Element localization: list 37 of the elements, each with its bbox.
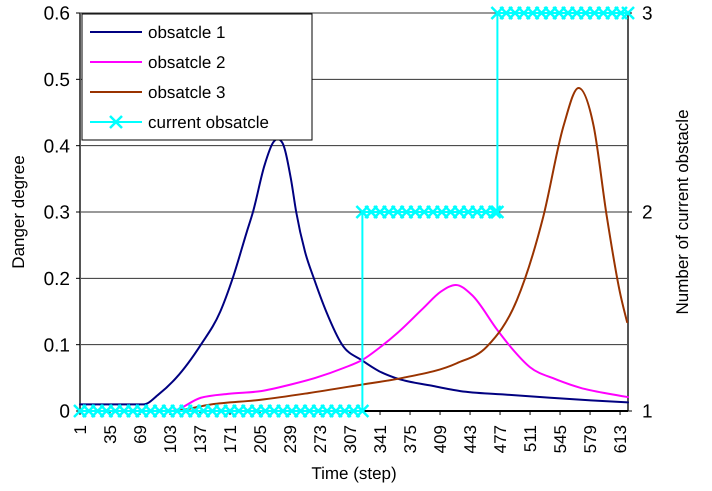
legend-label: current obsatcle: [148, 112, 269, 132]
x-tick-label: 545: [551, 425, 570, 454]
x-tick-label: 239: [280, 425, 300, 454]
y-tick-label: 0.1: [44, 335, 70, 356]
x-tick-label: 341: [370, 425, 390, 454]
y2-tick-label: 1: [642, 402, 653, 423]
x-tick-label: 273: [310, 425, 330, 454]
x-tick-label: 443: [460, 425, 480, 454]
y-tick-label: 0: [59, 402, 70, 423]
x-tick-label: 375: [400, 425, 420, 454]
x-tick-label: 477: [490, 425, 510, 454]
x-tick-label: 35: [100, 425, 120, 444]
y2-axis-title: Number of current obstacle: [673, 109, 692, 315]
line-series: [79, 138, 629, 406]
x-tick-label: 103: [160, 425, 180, 454]
x-tick-label: 69: [130, 425, 150, 444]
legend-label: obsatcle 1: [148, 22, 226, 42]
legend-label: obsatcle 3: [148, 82, 226, 102]
y2-tick-label: 2: [642, 202, 653, 224]
y-axis-title: Danger degree: [9, 155, 28, 269]
y-tick-label: 0.4: [44, 136, 70, 158]
x-tick-label: 1: [70, 425, 90, 434]
x-tick-label: 137: [190, 425, 210, 454]
x-tick-label: 511: [521, 425, 540, 452]
y-tick-label: 0.6: [44, 4, 70, 25]
x-axis-title: Time (step): [311, 464, 397, 483]
x-tick-label: 307: [340, 425, 360, 454]
y-tick-label: 0.5: [44, 70, 70, 91]
x-tick-label: 409: [430, 425, 450, 454]
y-tick-label: 0.3: [44, 202, 70, 224]
x-tick-label: 579: [581, 425, 600, 454]
y-tick-label: 0.2: [44, 268, 70, 290]
x-tick-label: 205: [250, 425, 270, 454]
y2-tick-label: 3: [642, 4, 653, 25]
x-tick-label: 171: [220, 425, 240, 454]
x-tick-label: 613: [611, 425, 630, 454]
legend-label: obsatcle 2: [148, 52, 226, 72]
